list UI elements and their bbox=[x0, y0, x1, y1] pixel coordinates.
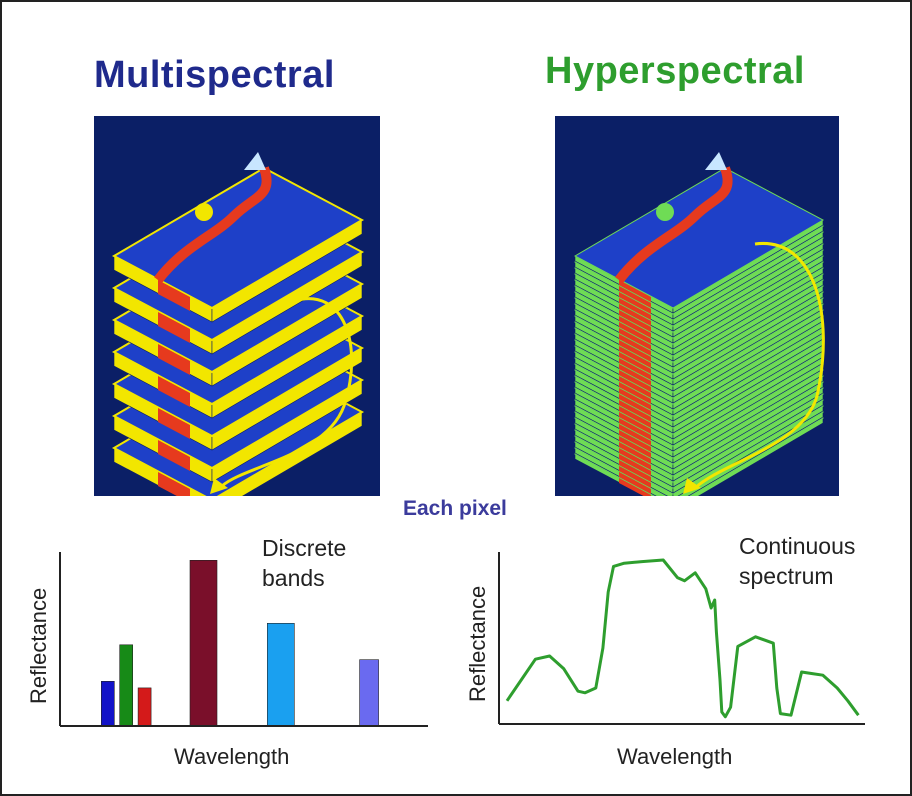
annotation-line-2: spectrum bbox=[739, 563, 834, 589]
x-axis-label: Wavelength bbox=[617, 744, 732, 769]
pixel-arrow bbox=[220, 297, 354, 488]
ice-shape bbox=[244, 152, 266, 170]
discrete-bands-chart: Wavelength Reflectance Discrete bands bbox=[26, 535, 428, 769]
multispectral-cube-image bbox=[94, 116, 380, 496]
layer-stack bbox=[573, 167, 825, 496]
continuous-spectrum-chart: Wavelength Reflectance Continuous spectr… bbox=[465, 533, 865, 769]
bar-2 bbox=[119, 644, 133, 727]
ice-shape bbox=[705, 152, 727, 170]
bar-1 bbox=[101, 681, 115, 727]
hyperspectral-cube-image bbox=[555, 116, 839, 496]
each-pixel-label: Each pixel bbox=[403, 497, 507, 520]
arrow-head bbox=[210, 478, 228, 494]
annotation-line-2: bands bbox=[262, 565, 325, 591]
hyperspectral-title: Hyperspectral bbox=[545, 50, 805, 92]
y-axis-label: Reflectance bbox=[465, 586, 490, 702]
bar-series bbox=[101, 559, 379, 727]
annotation-line-1: Discrete bbox=[262, 535, 346, 561]
multispectral-title: Multispectral bbox=[94, 54, 335, 96]
island-shape bbox=[656, 203, 674, 221]
bar-3 bbox=[137, 687, 152, 727]
bar-5 bbox=[267, 623, 295, 727]
annotation-line-1: Continuous bbox=[739, 533, 855, 559]
river-path bbox=[154, 166, 272, 284]
spectrum-line bbox=[505, 558, 860, 719]
river-path bbox=[615, 166, 733, 284]
pixel-arrow bbox=[693, 242, 825, 490]
island-shape bbox=[195, 203, 213, 221]
x-axis-label: Wavelength bbox=[174, 744, 289, 769]
y-axis-label: Reflectance bbox=[26, 588, 51, 704]
arrow-head bbox=[683, 478, 701, 494]
bar-4 bbox=[189, 559, 218, 727]
bar-6 bbox=[359, 659, 379, 727]
